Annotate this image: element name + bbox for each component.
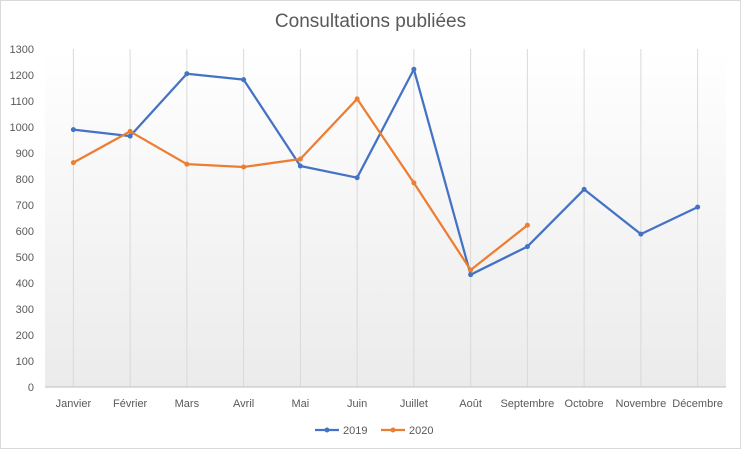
- x-tick-label: Septembre: [500, 398, 554, 410]
- x-tick-label: Novembre: [616, 398, 667, 410]
- data-point-2019-8: [524, 244, 530, 250]
- data-point-2019-9: [581, 186, 587, 192]
- legend: 2019 2020: [315, 425, 433, 437]
- data-point-2019-4: [297, 163, 303, 169]
- legend-label-2019: 2019: [343, 425, 367, 437]
- plot-background: [45, 49, 726, 387]
- data-point-2019-10: [638, 231, 644, 237]
- legend-item-2019: 2019: [315, 425, 367, 437]
- data-point-2019-0: [70, 127, 76, 133]
- chart-title: Consultations publiées: [274, 11, 467, 32]
- grid-layer: [72, 49, 699, 387]
- data-point-2020-6: [411, 180, 417, 186]
- x-tick-label: Février: [113, 398, 148, 410]
- data-point-2019-6: [411, 66, 417, 72]
- data-point-2020-5: [354, 96, 360, 102]
- data-point-2020-8: [524, 222, 530, 228]
- y-tick-label: 500: [16, 252, 34, 264]
- legend-marker-2020: [390, 427, 396, 433]
- data-point-2020-3: [241, 164, 247, 170]
- x-tick-label: Janvier: [56, 398, 92, 410]
- data-point-2019-5: [354, 175, 360, 181]
- data-point-2020-1: [127, 128, 133, 134]
- y-tick-label: 300: [16, 304, 34, 316]
- x-tick-label: Août: [459, 398, 482, 410]
- legend-marker-2019: [324, 427, 330, 433]
- x-tick-label: Juin: [347, 398, 367, 410]
- x-tick-label: Mai: [292, 398, 310, 410]
- data-point-2020-4: [297, 156, 303, 162]
- data-point-2019-1: [127, 133, 133, 139]
- x-tick-label: Décembre: [672, 398, 723, 410]
- y-tick-label: 700: [16, 200, 34, 212]
- legend-item-2020: 2020: [381, 425, 433, 437]
- y-tick-label: 800: [16, 174, 34, 186]
- y-tick-label: 1300: [10, 44, 34, 56]
- y-tick-label: 0: [28, 382, 34, 394]
- y-tick-label: 600: [16, 226, 34, 238]
- data-point-2020-2: [184, 161, 190, 167]
- data-point-2020-7: [468, 267, 474, 273]
- data-point-2019-7: [468, 272, 474, 278]
- y-tick-label: 200: [16, 330, 34, 342]
- x-tick-label: Juillet: [400, 398, 428, 410]
- y-tick-label: 400: [16, 278, 34, 290]
- series-layer: [70, 66, 701, 278]
- legend-label-2020: 2020: [409, 425, 433, 437]
- y-tick-label: 1000: [10, 122, 34, 134]
- data-point-2019-11: [695, 204, 701, 210]
- data-point-2019-2: [184, 71, 190, 77]
- x-tick-label: Avril: [233, 398, 254, 410]
- y-tick-label: 100: [16, 356, 34, 368]
- axis-layer: 0 100 200 300 400 500 600 700 800 900 1000 1100 1200…: [10, 44, 726, 410]
- x-tick-label: Octobre: [565, 398, 604, 410]
- y-tick-label: 1200: [10, 70, 34, 82]
- data-point-2019-3: [241, 77, 247, 83]
- y-tick-label: 900: [16, 148, 34, 160]
- x-tick-label: Mars: [175, 398, 200, 410]
- data-point-2020-0: [70, 160, 76, 166]
- y-tick-label: 1100: [10, 96, 34, 108]
- series-line-2019: [73, 68, 699, 276]
